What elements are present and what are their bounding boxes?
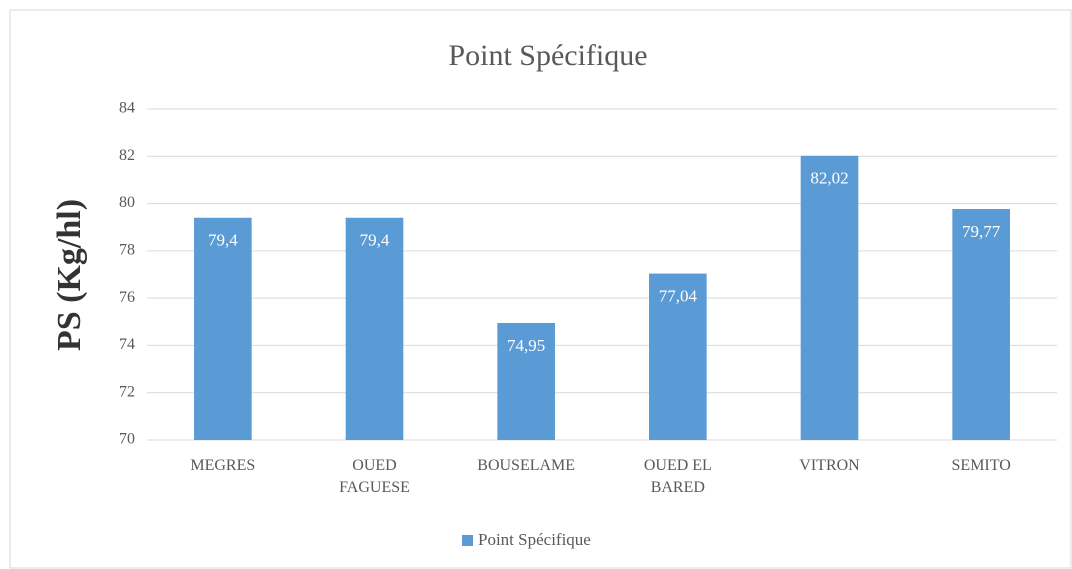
x-tick-label: VITRON — [799, 457, 860, 474]
y-tick-label: 76 — [119, 289, 135, 306]
data-label: 79,77 — [962, 222, 1001, 241]
chart-title: Point Spécifique — [448, 39, 647, 72]
legend-label: Point Spécifique — [478, 530, 591, 549]
x-tick-label: BOUSELAME — [477, 457, 575, 474]
x-tick-label: MEGRES — [190, 457, 255, 474]
data-label: 74,95 — [507, 336, 545, 355]
x-tick-label: OUED EL BARED — [644, 457, 712, 496]
bar — [800, 155, 859, 440]
legend-swatch — [462, 535, 473, 546]
x-tick-label: OUED FAGUESE — [339, 457, 410, 496]
y-axis-label: PS (Kg/hl) — [51, 199, 88, 351]
data-label: 82,02 — [810, 169, 848, 188]
y-tick-label: 70 — [119, 431, 135, 448]
bar — [952, 209, 1010, 440]
y-tick-label: 74 — [119, 336, 135, 353]
bar — [194, 217, 252, 440]
y-tick-label: 82 — [119, 147, 135, 164]
bar — [497, 322, 555, 440]
bar — [649, 273, 707, 440]
x-tick-label: SEMITO — [952, 457, 1011, 474]
data-label: 77,04 — [659, 286, 698, 305]
data-label: 79,4 — [208, 231, 238, 250]
y-tick-label: 72 — [119, 383, 135, 400]
y-tick-label: 80 — [119, 194, 135, 211]
bar — [345, 217, 404, 440]
data-label: 79,4 — [360, 231, 390, 250]
chart-border — [9, 9, 1072, 569]
y-tick-label: 78 — [119, 242, 135, 259]
y-tick-label: 84 — [119, 100, 135, 117]
